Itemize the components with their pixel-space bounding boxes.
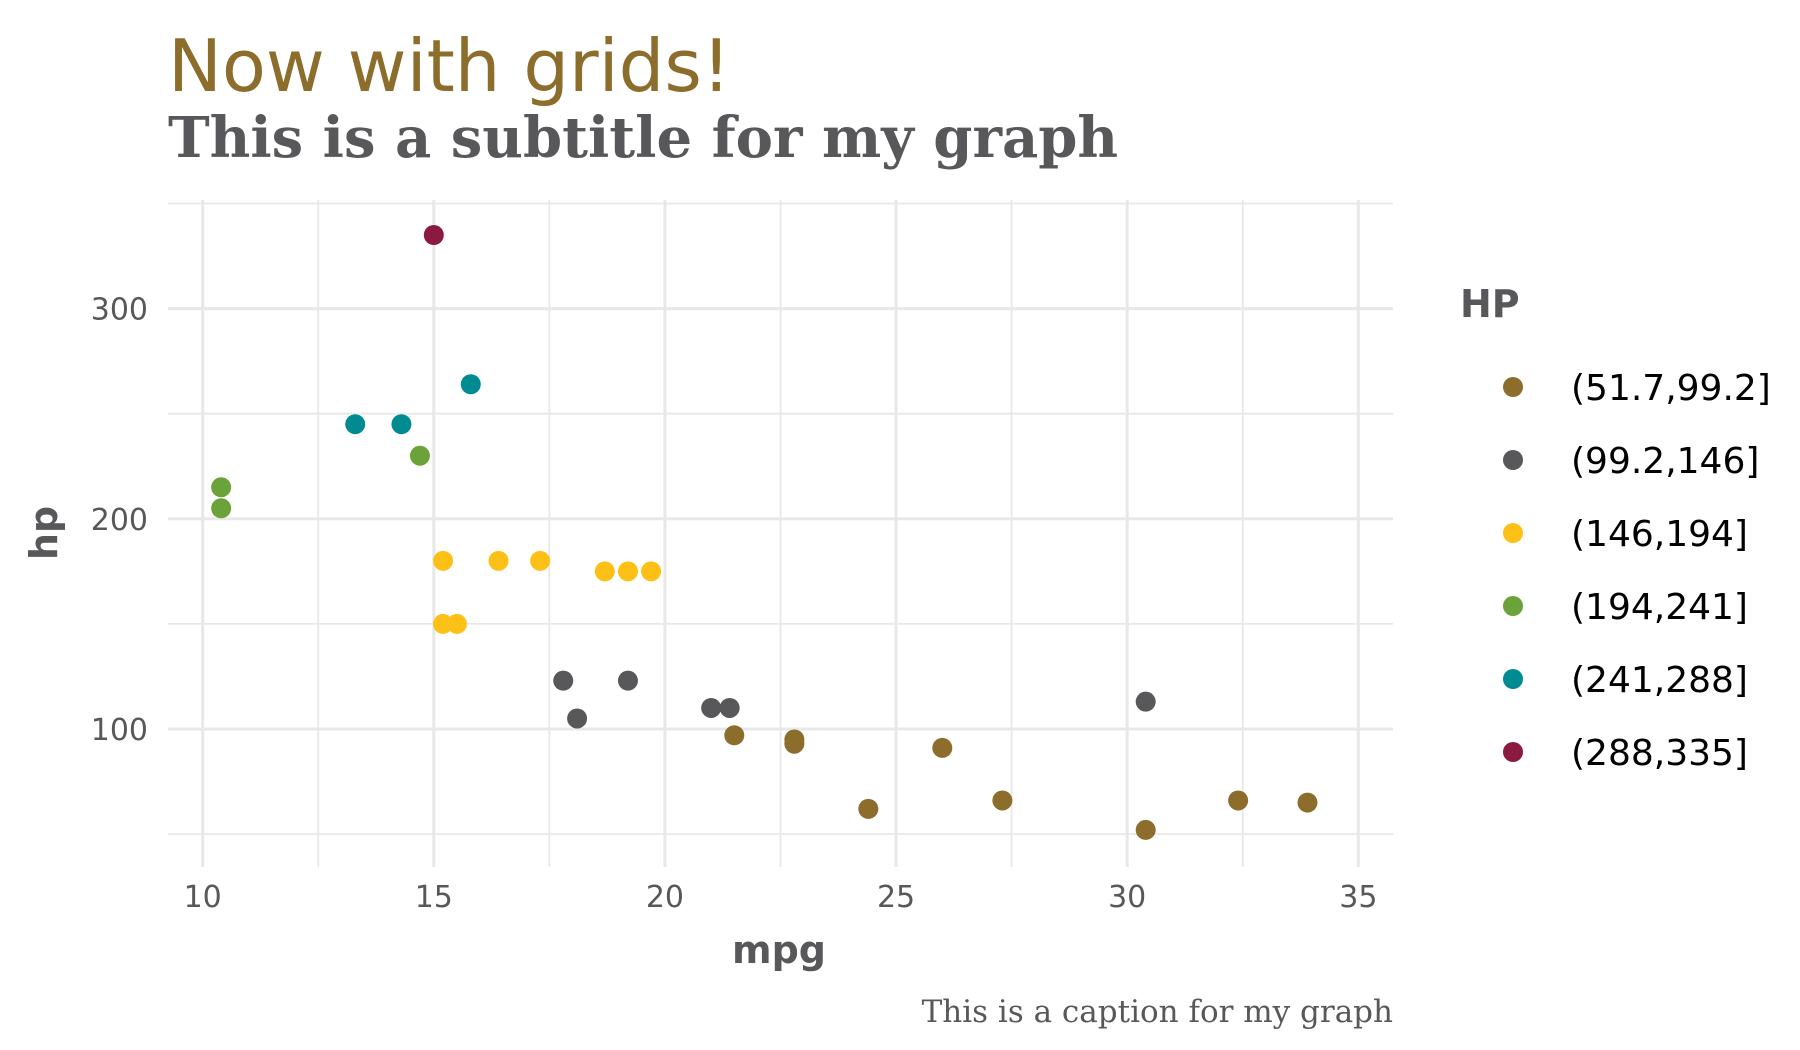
legend-label: (288,335] [1571, 733, 1748, 774]
data-point [530, 550, 551, 571]
data-point [617, 670, 638, 691]
data-point [594, 561, 615, 582]
data-point [460, 374, 481, 395]
y-tick-label: 100 [91, 713, 148, 748]
data-point [553, 670, 574, 691]
y-tick-label: 300 [91, 293, 148, 328]
y-tick-labels: 100 200 300 [91, 293, 148, 748]
legend-key [1503, 742, 1523, 762]
legend-label: (99.2,146] [1571, 441, 1759, 482]
data-point [446, 613, 467, 634]
x-tick-label: 25 [877, 880, 915, 915]
data-point [641, 561, 662, 582]
x-tick-label: 35 [1339, 880, 1377, 915]
y-axis-title: hp [22, 506, 66, 560]
data-point [433, 613, 454, 634]
y-tick-label: 200 [91, 503, 148, 538]
x-axis-title: mpg [732, 928, 826, 972]
legend-key [1503, 596, 1523, 616]
data-point [1135, 691, 1156, 712]
x-tick-label: 30 [1108, 880, 1146, 915]
chart-title: Now with grids! [168, 24, 731, 108]
data-point [345, 414, 366, 435]
data-point [1297, 792, 1318, 813]
legend: HP (51.7,99.2] (99.2,146] (146,194] (194,24… [1460, 282, 1771, 774]
data-point [724, 725, 745, 746]
data-point [617, 561, 638, 582]
x-tick-label: 10 [184, 880, 222, 915]
plot-area: 10 15 20 25 30 35 100 200 300 [91, 200, 1393, 915]
legend-label: (51.7,99.2] [1571, 368, 1771, 409]
data-point [1228, 790, 1249, 811]
data-point [488, 550, 509, 571]
data-point [784, 733, 805, 754]
data-points [211, 225, 1318, 840]
data-point [409, 445, 430, 466]
data-point [719, 697, 740, 718]
legend-label: (194,241] [1571, 587, 1748, 628]
legend-title: HP [1460, 282, 1520, 326]
legend-label: (241,288] [1571, 660, 1748, 701]
legend-key [1503, 377, 1523, 397]
data-point [391, 414, 412, 435]
x-tick-label: 15 [415, 880, 453, 915]
data-point [433, 550, 454, 571]
data-point [567, 708, 588, 729]
data-point [423, 225, 444, 246]
data-point [932, 737, 953, 758]
chart-subtitle: This is a subtitle for my graph [168, 105, 1118, 171]
data-point [211, 498, 232, 519]
legend-key [1503, 669, 1523, 689]
x-tick-labels: 10 15 20 25 30 35 [184, 880, 1378, 915]
data-point [701, 697, 722, 718]
chart-caption: This is a caption for my graph [922, 994, 1393, 1030]
legend-label: (146,194] [1571, 514, 1748, 555]
legend-key [1503, 450, 1523, 470]
data-point [858, 798, 879, 819]
legend-key [1503, 523, 1523, 543]
data-point [992, 790, 1013, 811]
data-point [211, 477, 232, 498]
grid-lines [168, 200, 1393, 867]
data-point [1135, 819, 1156, 840]
x-tick-label: 20 [646, 880, 684, 915]
